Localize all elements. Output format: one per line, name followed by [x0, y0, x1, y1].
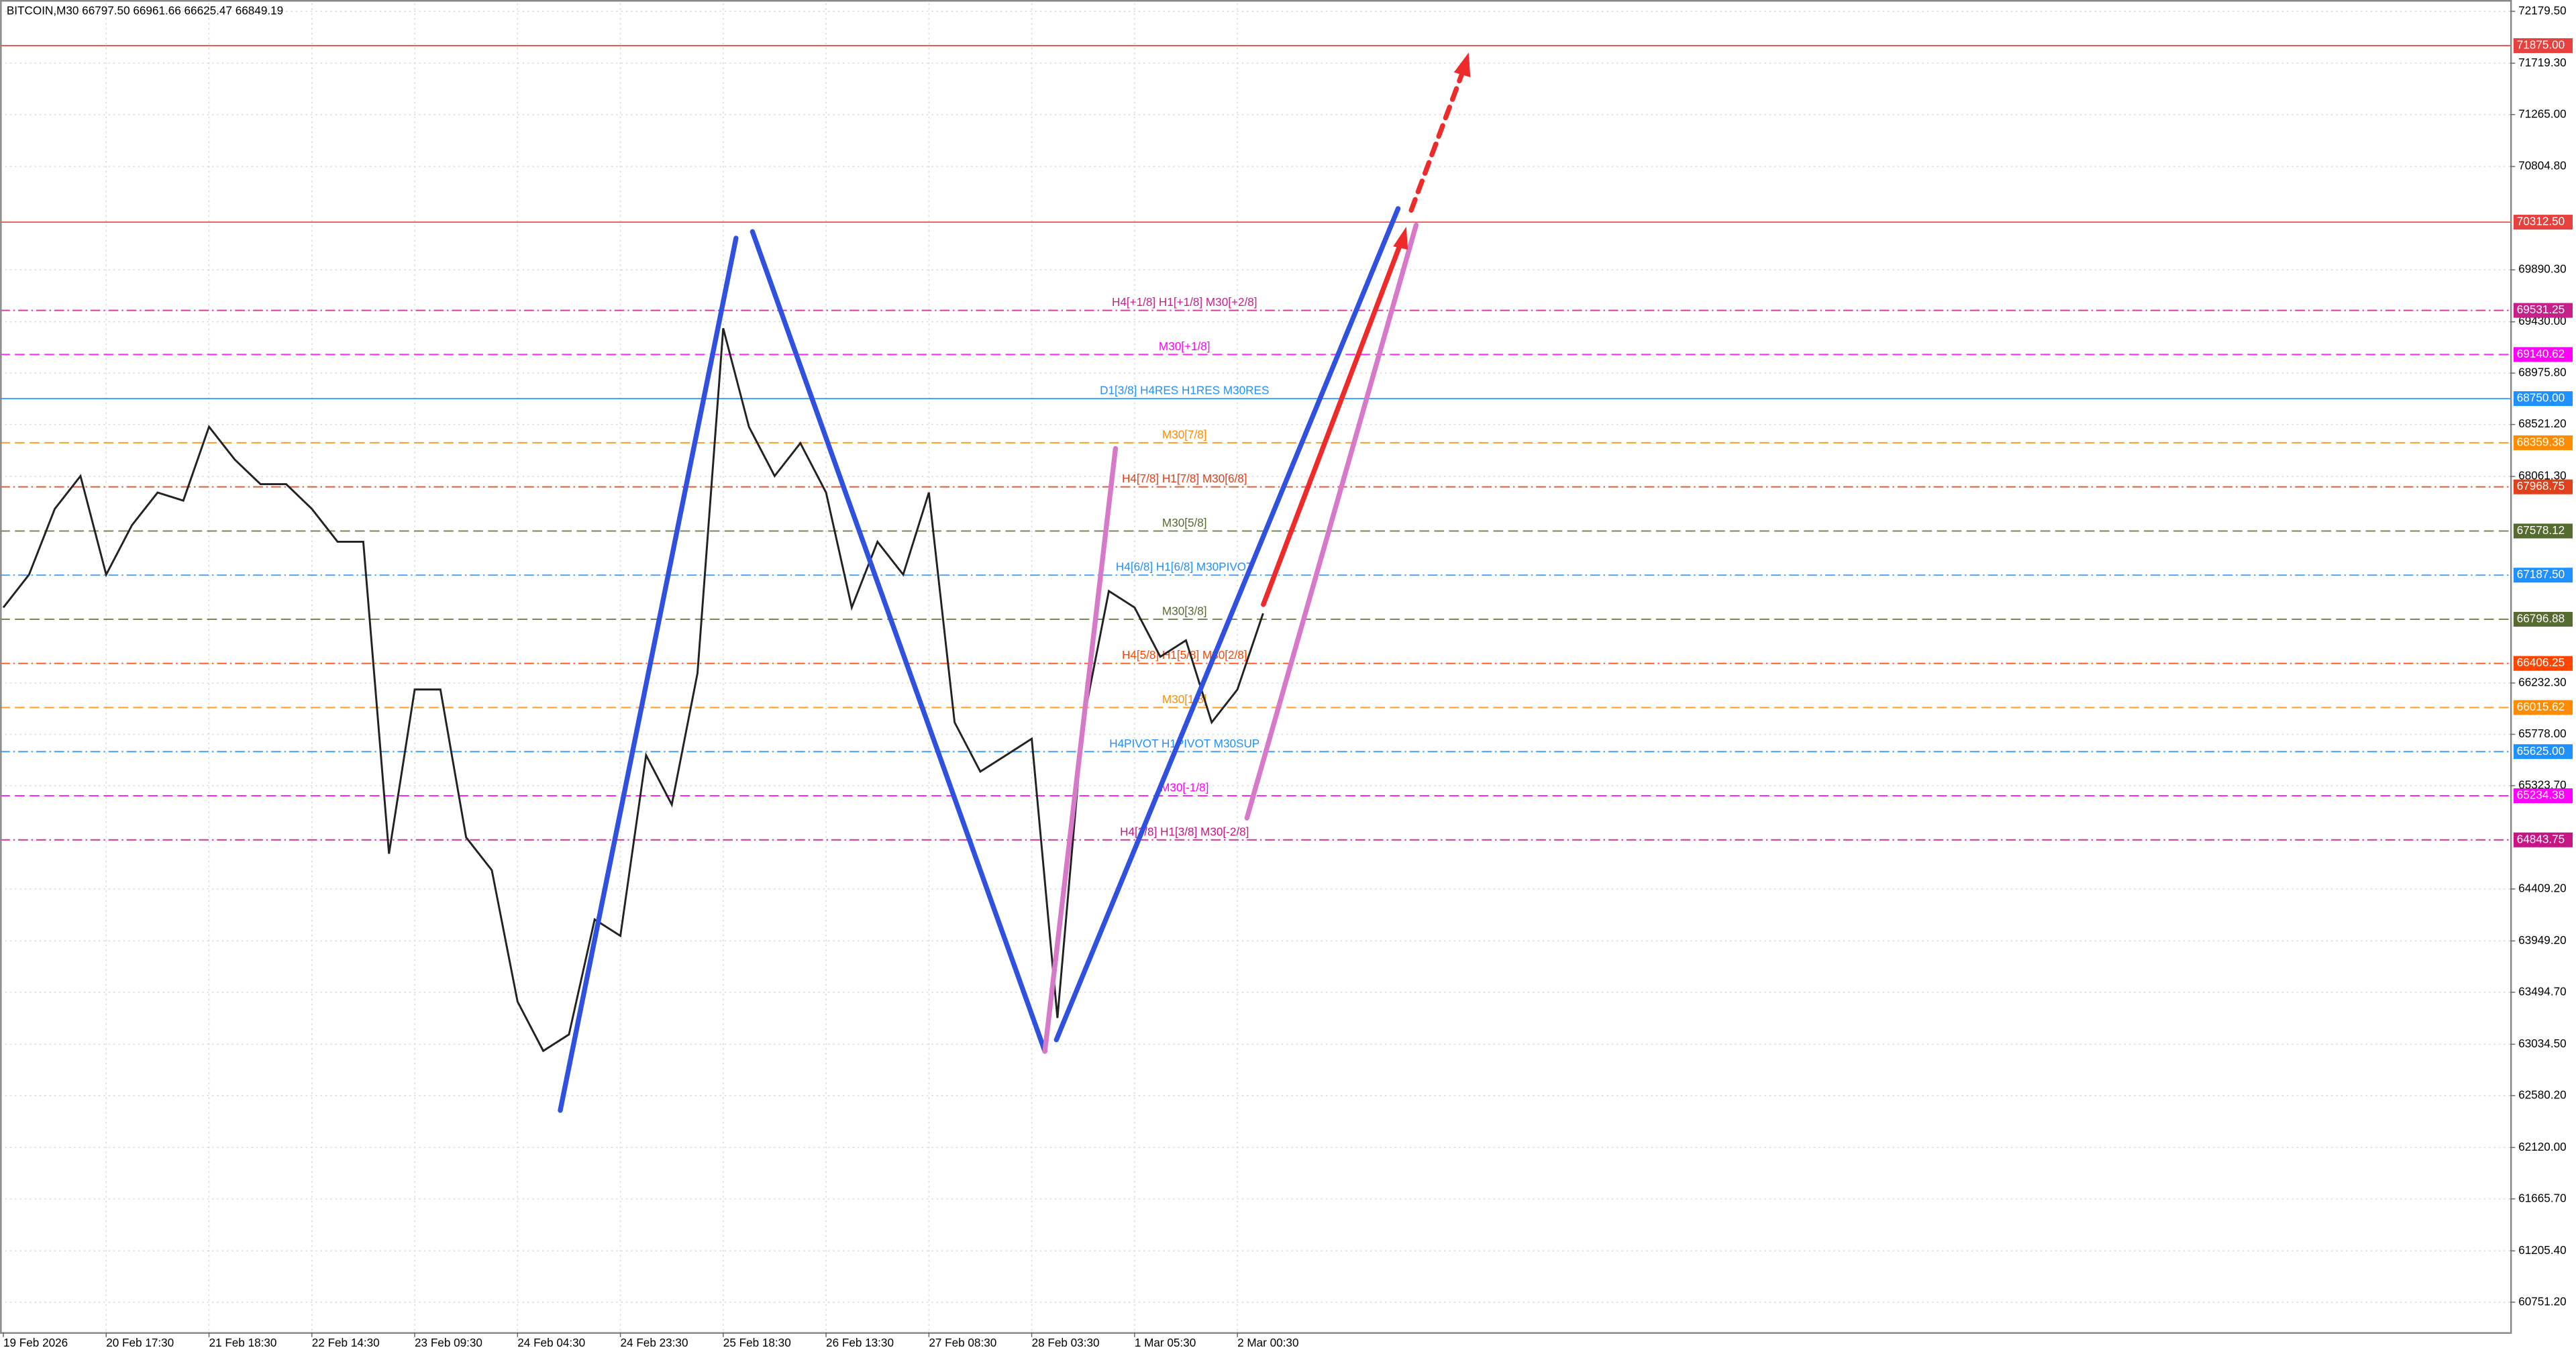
level-text: D1[3/8] H4RES H1RES M30RES: [1100, 384, 1269, 397]
y-tick-label: 61205.40: [2518, 1243, 2566, 1257]
x-tick-label: 19 Feb 2026: [3, 1336, 68, 1349]
trend-line: [558, 236, 739, 1113]
level-price-box: [2513, 832, 2573, 847]
channel-line: [1244, 222, 1419, 821]
level-price-label: 67187.50: [2517, 568, 2565, 581]
y-tick-label: 63494.70: [2518, 984, 2566, 998]
level-price-label: 71875.00: [2517, 38, 2565, 52]
x-tick-label: 27 Feb 08:30: [929, 1336, 996, 1349]
y-tick-label: 65778.00: [2518, 727, 2566, 740]
level-text: H4[6/8] H1[6/8] M30PIVOT: [1116, 560, 1253, 574]
drawings: [558, 52, 1471, 1113]
x-tick-label: 1 Mar 05:30: [1135, 1336, 1196, 1349]
level-price-label: 64843.75: [2517, 832, 2565, 845]
x-tick-label: 20 Feb 17:30: [106, 1336, 174, 1349]
level-price-box: [2513, 303, 2573, 318]
level-price-box: [2513, 479, 2573, 494]
level-text: M30[+1/8]: [1159, 340, 1210, 353]
level-price-label: 67968.75: [2517, 479, 2565, 492]
x-tick-label: 26 Feb 13:30: [826, 1336, 894, 1349]
axes: 72179.50 71719.30 71265.00 70804.80 69890.30…: [3, 3, 2573, 1349]
level-price-label: 67578.12: [2517, 523, 2565, 537]
level-price-label: 65625.00: [2517, 744, 2565, 758]
channel-line: [1042, 446, 1119, 1054]
x-tick-label: 22 Feb 14:30: [312, 1336, 380, 1349]
level-price-label: 69140.62: [2517, 347, 2565, 360]
trend-line: [1053, 206, 1401, 1043]
level-price-box: [2513, 435, 2573, 450]
arrow-head: [1453, 52, 1471, 78]
y-tick-label: 64409.20: [2518, 881, 2566, 894]
y-tick-label: 72179.50: [2518, 3, 2566, 17]
y-tick-label: 70804.80: [2518, 159, 2566, 172]
level-price-label: 70312.50: [2517, 215, 2565, 228]
level-price-label: 69531.25: [2517, 303, 2565, 316]
level-text: H4PIVOT H1PIVOT M30SUP: [1109, 737, 1259, 750]
level-price-box: [2513, 391, 2573, 407]
x-tick-label: 21 Feb 18:30: [209, 1336, 277, 1349]
level-text: M30[-1/8]: [1160, 781, 1208, 794]
level-text: M30[3/8]: [1162, 604, 1207, 617]
y-tick-label: 69890.30: [2518, 262, 2566, 276]
level-price-label: 66015.62: [2517, 700, 2565, 713]
y-tick-label: 68521.20: [2518, 417, 2566, 430]
y-tick-label: 63034.50: [2518, 1037, 2566, 1050]
y-tick-label: 68975.80: [2518, 366, 2566, 379]
x-tick-label: 23 Feb 09:30: [415, 1336, 482, 1349]
level-price-box: [2513, 611, 2573, 627]
y-tick-label: 65323.70: [2518, 778, 2566, 791]
level-text: H4[+1/8] H1[+1/8] M30[+2/8]: [1112, 295, 1257, 309]
level-price-box: [2513, 700, 2573, 715]
x-tick-label: 24 Feb 23:30: [621, 1336, 688, 1349]
y-tick-label: 62580.20: [2518, 1088, 2566, 1101]
level-price-label: 68750.00: [2517, 391, 2565, 405]
x-tick-label: 24 Feb 04:30: [517, 1336, 585, 1349]
level-text: H4[5/8] H1[5/8] M30[2/8]: [1122, 648, 1247, 662]
level-price-label: 68359.38: [2517, 435, 2565, 448]
arrow-head: [1393, 226, 1408, 250]
plot-frame: [0, 0, 2512, 1334]
level-text: M30[7/8]: [1162, 427, 1207, 441]
y-tick-label: 60751.20: [2518, 1294, 2566, 1308]
level-text: H4[7/8] H1[7/8] M30[6/8]: [1122, 472, 1247, 485]
y-tick-label: 68061.30: [2518, 469, 2566, 482]
level-price-box: [2513, 656, 2573, 671]
y-tick-label: 66232.30: [2518, 676, 2566, 689]
x-tick-label: 25 Feb 18:30: [723, 1336, 791, 1349]
level-price-label: 66796.88: [2517, 611, 2565, 625]
arrow: [1408, 66, 1467, 213]
chart-title: BITCOIN,M30 66797.50 66961.66 66625.47 6…: [7, 4, 283, 17]
level-price-label: 65234.38: [2517, 788, 2565, 802]
levels: H4[+1/8] H1[+1/8] M30[+2/8] M30[+1/8] D1[3…: [0, 45, 2510, 841]
arrow: [1261, 239, 1404, 607]
trend-line: [750, 229, 1047, 1054]
level-price-box: [2513, 788, 2573, 804]
level-text: M30[5/8]: [1162, 516, 1207, 529]
level-text: H4[3/8] H1[3/8] M30[-2/8]: [1120, 825, 1249, 838]
y-tick-label: 71265.00: [2518, 107, 2566, 120]
level-price-box: [2513, 744, 2573, 760]
y-tick-label: 71719.30: [2518, 56, 2566, 69]
level-price-label: 66406.25: [2517, 656, 2565, 669]
level-price-box: [2513, 568, 2573, 583]
level-price-box: [2513, 523, 2573, 539]
y-tick-label: 61665.70: [2518, 1191, 2566, 1204]
x-tick-label: 2 Mar 00:30: [1237, 1336, 1298, 1349]
y-tick-label: 63949.20: [2518, 933, 2566, 947]
level-price-box: [2513, 215, 2573, 230]
level-price-box: [2513, 347, 2573, 362]
y-tick-label: 62120.00: [2518, 1140, 2566, 1153]
x-tick-label: 28 Feb 03:30: [1032, 1336, 1100, 1349]
level-price-box: [2513, 38, 2573, 54]
